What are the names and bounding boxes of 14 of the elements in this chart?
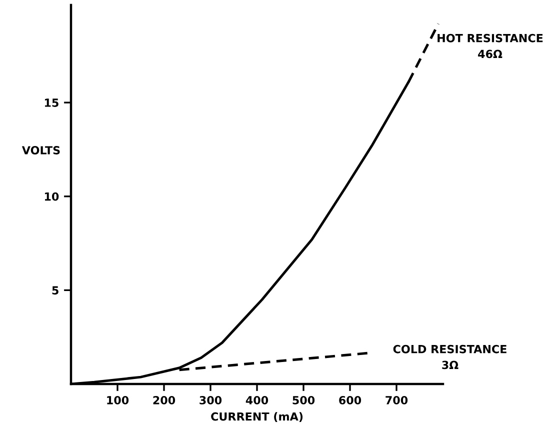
y-tick-label: 5 — [52, 286, 58, 295]
annotation: COLD RESISTANCE 3Ω — [393, 344, 506, 370]
x-tick-label: 100 — [107, 396, 129, 404]
y-tick-label: 15 — [44, 98, 58, 107]
annotation: HOT RESISTANCE 46Ω — [438, 34, 543, 58]
x-tick-label: 400 — [246, 396, 268, 404]
x-tick-label: 600 — [339, 396, 362, 404]
x-tick-label: 200 — [153, 396, 176, 404]
x-tick-label: 500 — [292, 396, 315, 404]
x-tick-label: 700 — [386, 396, 408, 404]
x-tick-label: 300 — [200, 396, 222, 404]
y-tick-label: 10 — [44, 192, 59, 201]
y-axis-title: VOLTS — [22, 146, 60, 154]
x-axis-title: CURRENT (mA) — [211, 412, 303, 422]
